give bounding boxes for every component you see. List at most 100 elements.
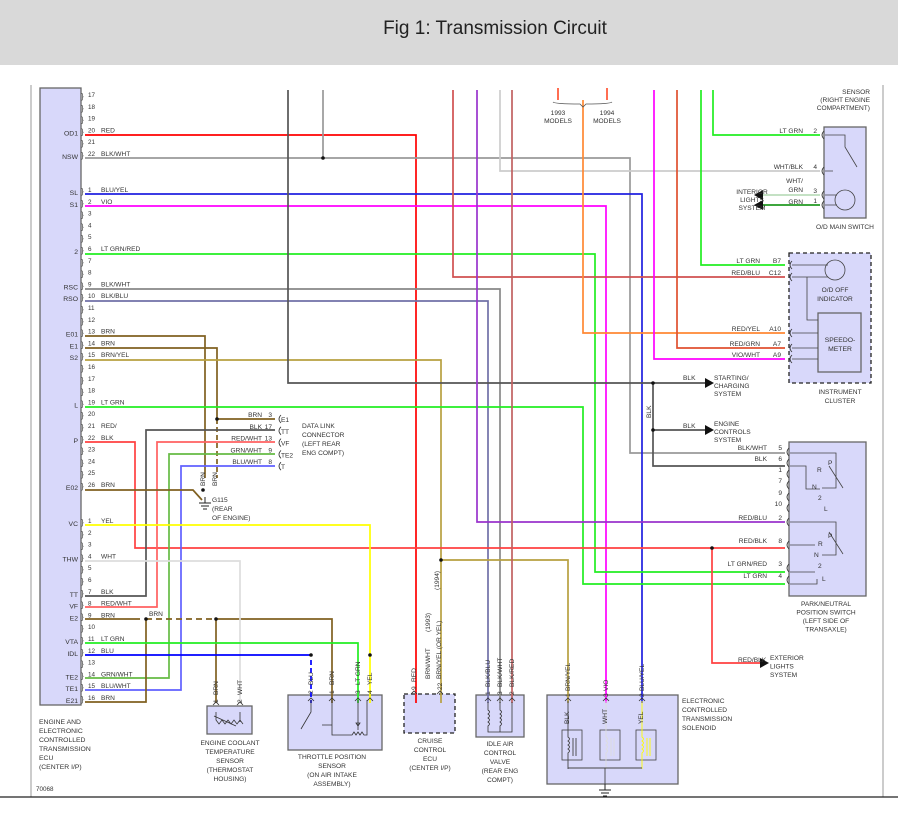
pin-number: 2 bbox=[237, 699, 244, 703]
pin-number: 4 bbox=[367, 690, 374, 694]
dlc-pin-name: E1 bbox=[281, 417, 289, 424]
idle-air-control-valve-label: CONTROL bbox=[484, 750, 517, 757]
pin-terminal: } bbox=[81, 329, 84, 338]
ecu-pin-name: VC bbox=[69, 521, 79, 528]
pin-terminal: } bbox=[81, 305, 84, 314]
splice-junction bbox=[214, 617, 218, 621]
ground-label: G115 bbox=[212, 497, 228, 504]
wire-color-label: RED/ bbox=[101, 423, 117, 430]
ecu-pin-number: 21 bbox=[88, 139, 96, 146]
ecu-pin-name: OD1 bbox=[64, 130, 78, 137]
pin-terminal: } bbox=[81, 530, 84, 539]
ecu-label: TRANSMISSION bbox=[39, 746, 91, 753]
pin-terminal: } bbox=[81, 553, 84, 562]
wire-e1-brn bbox=[85, 347, 218, 419]
od-main-switch-label: O/D MAIN SWITCH bbox=[816, 224, 874, 231]
connector-terminal bbox=[786, 563, 790, 573]
wire-color-label: BRN bbox=[200, 472, 207, 486]
splice-junction bbox=[710, 546, 714, 550]
wire-red-blu-pnp bbox=[476, 90, 785, 523]
coolant-temp-sensor-label: TEMPERATURE bbox=[205, 749, 255, 756]
ecu-pin-number: 25 bbox=[88, 470, 96, 477]
wire-color-label: LT GRN/RED bbox=[101, 246, 141, 253]
splice-junction bbox=[321, 156, 325, 160]
od-off-indicator-label: O/D OFF bbox=[822, 287, 849, 294]
figure-id: 70068 bbox=[36, 786, 54, 793]
model-bracket bbox=[552, 101, 613, 108]
connector-terminal bbox=[278, 426, 282, 436]
speedometer-label: METER bbox=[828, 346, 852, 353]
cruise-control-ecu-box bbox=[403, 693, 456, 734]
pin-number: 9 bbox=[268, 447, 272, 454]
interior-lights-label: LIGHTS bbox=[740, 197, 764, 204]
ect-solenoid-label: TRANSMISSION bbox=[682, 716, 732, 723]
wire-color-label: WHT/BLK bbox=[774, 164, 804, 171]
pin-terminal: } bbox=[81, 234, 84, 243]
wire-color-label: BLK bbox=[755, 456, 768, 463]
ecu-pin-number: 13 bbox=[88, 329, 96, 336]
wire-color-label: BLU bbox=[101, 648, 114, 655]
pin-terminal: } bbox=[81, 601, 84, 610]
pin-terminal: } bbox=[81, 340, 84, 349]
pin-terminal: } bbox=[81, 577, 84, 586]
connector-terminal bbox=[786, 503, 790, 513]
connector-terminal bbox=[484, 697, 492, 702]
wire-color-label: BLK bbox=[564, 711, 571, 724]
wire-e21-brn bbox=[85, 619, 147, 703]
pnp-position-label: P bbox=[828, 533, 833, 540]
ecu-pin-name: TE1 bbox=[66, 686, 79, 693]
pin-number: 4 bbox=[778, 573, 782, 580]
ecu-pin-name: VTA bbox=[65, 639, 78, 646]
ecu-pin-number: 15 bbox=[88, 352, 96, 359]
ecu-pin-name: NSW bbox=[62, 154, 78, 161]
connector-terminal bbox=[786, 480, 790, 490]
wire-color-label: BLK bbox=[683, 375, 696, 382]
wire-color-label: VIO/WHT bbox=[732, 352, 760, 359]
arrow-icon bbox=[705, 425, 714, 435]
wire-color-label: BLU/YEL bbox=[639, 664, 646, 691]
figure-header: Fig 1: Transmission Circuit bbox=[0, 0, 898, 65]
wire-color-label: BRN/YEL bbox=[565, 662, 572, 691]
arrow-icon bbox=[754, 190, 763, 200]
interior-lights-label: INTERIOR bbox=[736, 189, 768, 196]
ecu-pin-number: 8 bbox=[88, 270, 92, 277]
wire-sl-blu-yel bbox=[85, 193, 643, 703]
pin-number: 3 bbox=[355, 690, 362, 694]
wire-wht-blk bbox=[499, 90, 820, 172]
pnp-position-label: P bbox=[828, 460, 833, 467]
cluster-internal-wiring bbox=[792, 264, 828, 360]
pnp-position-label: R bbox=[817, 467, 822, 474]
ecu-label: ENGINE AND bbox=[39, 719, 81, 726]
pin-number: 4 bbox=[813, 164, 817, 171]
ecu-pin-number: 21 bbox=[88, 423, 96, 430]
pin-number: 2 bbox=[639, 693, 646, 697]
pin-number: 1 bbox=[813, 198, 817, 205]
wire-te1-blu-wht bbox=[85, 465, 275, 691]
data-link-connector-label: DATA LINK bbox=[302, 423, 335, 430]
wire-color-label: BLU/YEL bbox=[101, 187, 128, 194]
pin-terminal: } bbox=[81, 270, 84, 279]
pin-terminal: } bbox=[81, 542, 84, 551]
ground-icon bbox=[199, 497, 211, 510]
pin-number: C12 bbox=[769, 270, 781, 277]
splice-junction bbox=[651, 381, 655, 385]
dlc-pin-name: T bbox=[281, 464, 285, 471]
ecu-pin-number: 19 bbox=[88, 116, 96, 123]
ecu-pin-number: 17 bbox=[88, 376, 96, 383]
ecu-pin-name: TT bbox=[70, 592, 78, 599]
exterior-lights-label: SYSTEM bbox=[770, 672, 797, 679]
ecu-pin-number: 1 bbox=[88, 518, 92, 525]
pin-terminal: } bbox=[81, 482, 84, 491]
wire-pnp-blk bbox=[652, 383, 785, 467]
throttle-position-sensor-label: SENSOR bbox=[318, 763, 346, 770]
ecu-pin-name: E21 bbox=[66, 698, 78, 705]
pin-number: A10 bbox=[769, 326, 781, 333]
splice-junction bbox=[144, 617, 148, 621]
pin-terminal: } bbox=[81, 187, 84, 196]
throttle-position-sensor-label: THROTTLE POSITION bbox=[298, 754, 366, 761]
ecu-pin-number: 7 bbox=[88, 589, 92, 596]
wire-color-label: WHT bbox=[237, 680, 244, 695]
connector-terminal bbox=[436, 690, 444, 695]
pin-number: 9 bbox=[411, 686, 418, 690]
pnp-switch-contacts bbox=[790, 452, 844, 585]
